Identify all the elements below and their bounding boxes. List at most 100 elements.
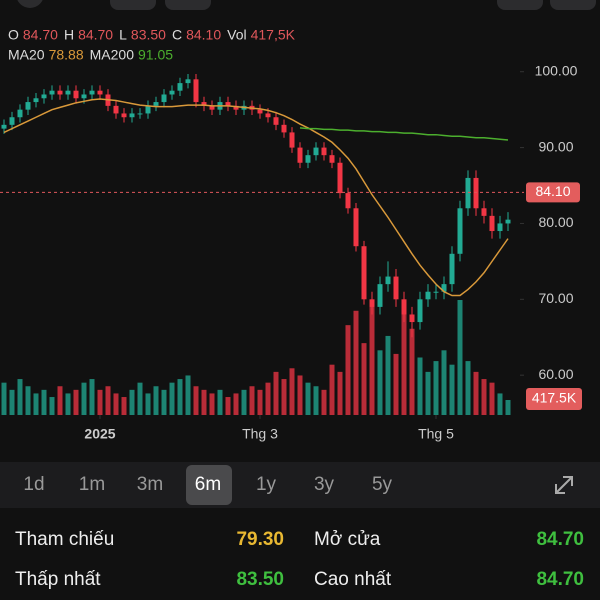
stat-label: Mở cửa	[314, 529, 381, 550]
range-option[interactable]: 1d	[23, 474, 44, 495]
candle-body	[233, 105, 239, 110]
ma200-line	[299, 127, 509, 141]
volume-bar	[321, 389, 327, 415]
candle-body	[97, 90, 103, 95]
volume-bar	[81, 382, 87, 415]
volume-bar	[9, 389, 15, 415]
candle-body	[25, 102, 31, 110]
ohlc-label: H	[64, 27, 74, 43]
top-button[interactable]	[550, 0, 596, 10]
candle-body	[305, 155, 311, 163]
candle-body	[1, 124, 7, 129]
volume-bar	[41, 389, 47, 415]
candle-body	[489, 215, 495, 232]
top-button[interactable]	[497, 0, 543, 10]
ohlc-value: 83.50	[131, 27, 166, 43]
x-tick-label: Thg 5	[418, 426, 454, 442]
volume-bar	[337, 371, 343, 415]
ma-label: MA200	[90, 47, 135, 63]
stat-label: Thấp nhất	[15, 569, 101, 590]
top-button[interactable]	[165, 0, 211, 10]
volume-bar	[185, 375, 191, 415]
range-option[interactable]: 1y	[256, 474, 277, 495]
volume-bar	[265, 382, 271, 415]
candle-body	[113, 105, 119, 114]
candle-body	[225, 102, 231, 106]
volume-bar	[161, 389, 167, 415]
candle-body	[473, 177, 479, 209]
volume-bar	[345, 325, 351, 415]
volume-bar	[177, 379, 183, 415]
stat-label: Cao nhất	[314, 569, 392, 590]
candle-body	[401, 299, 407, 315]
candle-body	[265, 113, 271, 118]
candle-body	[457, 208, 463, 254]
top-button[interactable]	[110, 0, 156, 10]
candle-body	[81, 94, 87, 99]
volume-bar	[193, 386, 199, 415]
top-button[interactable]	[16, 0, 44, 8]
volume-bar	[209, 393, 215, 415]
volume-bar	[497, 393, 503, 415]
expand-icon[interactable]	[555, 476, 573, 494]
candle-body	[433, 291, 439, 293]
candle-body	[321, 147, 327, 156]
candle-body	[49, 90, 55, 95]
volume-label: 417.5K	[532, 390, 577, 406]
candle-body	[377, 284, 383, 307]
candle-body	[353, 208, 359, 247]
range-option[interactable]: 3m	[137, 474, 163, 495]
stat-label: Tham chiếu	[15, 529, 114, 550]
candle-body	[57, 90, 63, 95]
candle-body	[393, 276, 399, 300]
volume-bar	[145, 393, 151, 415]
range-option[interactable]: 6m	[195, 474, 221, 495]
y-tick-label: 80.00	[538, 214, 573, 230]
volume-bar	[305, 382, 311, 415]
x-tick-label: Thg 3	[242, 426, 278, 442]
volume-bar	[473, 371, 479, 415]
range-selected[interactable]	[186, 465, 232, 505]
volume-bar	[425, 371, 431, 415]
range-option[interactable]: 3y	[314, 474, 335, 495]
volume-bar	[257, 389, 263, 415]
volume-bar	[489, 382, 495, 415]
candle-body	[9, 117, 15, 125]
range-option[interactable]: 5y	[372, 474, 393, 495]
volume-bar	[377, 350, 383, 415]
last-price-tag	[526, 182, 580, 203]
candle-body	[169, 90, 175, 95]
volume-bar	[369, 300, 375, 415]
volume-bar	[217, 389, 223, 415]
ohlc-value: 84.70	[23, 27, 58, 43]
volume-bar	[465, 361, 471, 415]
candle-body	[385, 276, 391, 285]
candle-body	[417, 299, 423, 323]
volume-bar	[505, 399, 511, 415]
volume-bar	[89, 379, 95, 415]
volume-bar	[241, 389, 247, 415]
stat-value: 83.50	[236, 569, 284, 590]
volume-bar	[73, 389, 79, 415]
volume-bar	[289, 368, 295, 415]
ohlc-label: O	[8, 27, 19, 43]
candle-body	[145, 105, 151, 114]
candle-body	[481, 208, 487, 216]
volume-bar	[233, 393, 239, 415]
volume-bar	[281, 379, 287, 415]
candle-body	[337, 162, 343, 194]
volume-bar	[113, 393, 119, 415]
x-tick-label: 2025	[84, 426, 115, 442]
range-option[interactable]: 1m	[79, 474, 105, 495]
volume-bar	[385, 335, 391, 415]
candle-body	[281, 124, 287, 133]
candle-body	[289, 132, 295, 148]
candle-body	[89, 90, 95, 95]
volume-bar	[97, 389, 103, 415]
ohlc-value: 84.10	[186, 27, 221, 43]
volume-bar	[201, 389, 207, 415]
ma20-line	[3, 98, 509, 297]
volume-bar	[129, 389, 135, 415]
volume-bar	[313, 386, 319, 415]
